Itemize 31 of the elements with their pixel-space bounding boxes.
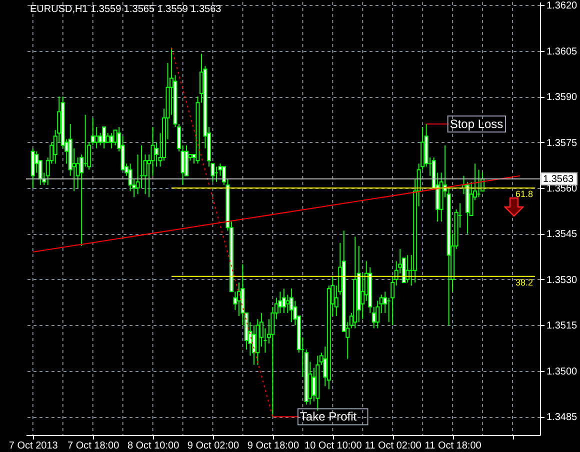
candlestick — [312, 367, 316, 402]
y-tick-label: 1.3485 — [546, 412, 578, 424]
x-tick-label: 11 Oct 18:00 — [424, 440, 482, 452]
y-tick-label: 1.3575 — [546, 138, 578, 149]
ref-line-label: 1.3563 — [543, 174, 574, 185]
y-tick-label: 1.3605 — [546, 46, 578, 58]
y-tick-label: 1.3515 — [546, 320, 578, 332]
y-tick-label: 1.3590 — [546, 92, 578, 104]
y-tick-label: 1.3545 — [546, 229, 578, 240]
y-tick-label: 1.3620 — [546, 0, 578, 12]
x-tick-label: 7 Oct 18:00 — [67, 440, 120, 452]
x-tick-label: 10 Oct 10:00 — [304, 440, 362, 452]
series-label: 38.2 — [515, 277, 533, 288]
x-tick-label: 9 Oct 18:00 — [247, 440, 300, 452]
x-tick-label: 7 Oct 2013 — [8, 440, 58, 452]
y-tick-label: 1.3500 — [546, 366, 578, 378]
y-tick-label: 1.3530 — [546, 274, 578, 286]
candlestick — [94, 126, 99, 149]
x-tick-label: 9 Oct 02:00 — [187, 440, 240, 452]
candlestick — [102, 126, 106, 149]
annotation: Stop Loss — [450, 116, 504, 131]
candlestick — [286, 294, 290, 314]
x-tick-label: 11 Oct 02:00 — [364, 440, 422, 452]
candlestick — [110, 132, 114, 149]
annotation: Take Profit — [300, 410, 358, 424]
x-tick-label: 8 Oct 10:00 — [127, 440, 180, 452]
candlestick — [289, 288, 294, 323]
candlestick — [406, 254, 410, 284]
series-label: 61.8 — [515, 189, 533, 200]
chart-title: EURUSD,H1 1.3559 1.3565 1.3559 1.3563 — [30, 4, 222, 16]
candlestick — [282, 288, 286, 314]
